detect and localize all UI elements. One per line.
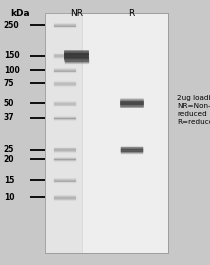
Text: 20: 20 bbox=[4, 154, 14, 164]
Text: 15: 15 bbox=[4, 176, 14, 185]
Text: 75: 75 bbox=[4, 79, 14, 88]
Text: 250: 250 bbox=[4, 21, 19, 30]
Text: 37: 37 bbox=[4, 113, 14, 122]
Text: NR: NR bbox=[70, 9, 83, 18]
Text: 2ug loading
NR=Non-
reduced
R=reduced: 2ug loading NR=Non- reduced R=reduced bbox=[177, 95, 210, 125]
Text: 25: 25 bbox=[4, 145, 14, 154]
Text: R: R bbox=[128, 9, 134, 18]
Text: 100: 100 bbox=[4, 66, 20, 75]
Bar bbox=[45, 13, 168, 253]
Text: 150: 150 bbox=[4, 51, 19, 60]
Text: 50: 50 bbox=[4, 99, 14, 108]
Bar bbox=[45, 13, 168, 253]
Text: 10: 10 bbox=[4, 193, 14, 202]
Bar bbox=[45, 13, 82, 253]
Text: kDa: kDa bbox=[10, 9, 30, 18]
